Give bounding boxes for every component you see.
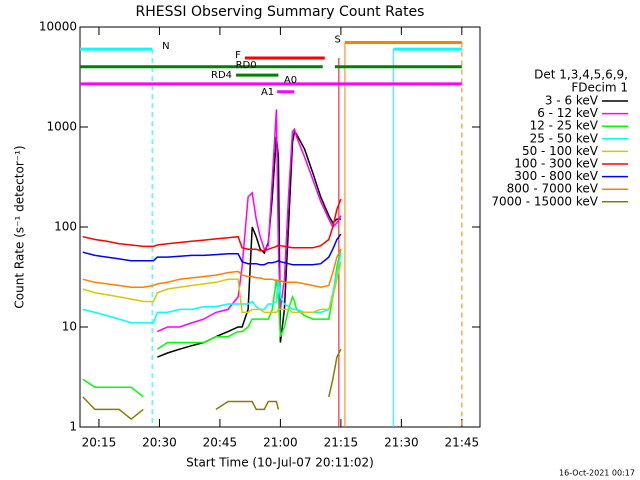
x-tick-label: 21:00	[263, 436, 298, 450]
legend-label: 6 - 12 keV	[537, 106, 599, 120]
series-line	[82, 233, 342, 266]
y-tick-label: 1000	[46, 120, 77, 134]
legend-header: FDecim 1	[571, 81, 628, 95]
legend-label: 800 - 7000 keV	[507, 182, 599, 196]
flag-label: A0	[284, 75, 297, 86]
timestamp: 16-Oct-2021 00:17	[559, 469, 635, 478]
legend-label: 7000 - 15000 keV	[491, 194, 598, 208]
x-axis-label: Start Time (10-Jul-07 20:11:02)	[186, 456, 374, 470]
y-tick-label: 1	[69, 420, 77, 434]
chart-title: RHESSI Observing Summary Count Rates	[136, 4, 425, 20]
flag-label: RD4	[211, 70, 232, 81]
y-tick-label: 100	[54, 220, 77, 234]
y-tick-label: 10000	[39, 20, 77, 34]
series-line	[157, 109, 342, 333]
series-line	[82, 261, 342, 314]
x-tick-label: 20:30	[142, 436, 177, 450]
legend-label: 3 - 6 keV	[545, 94, 599, 108]
legend-label: 300 - 800 keV	[514, 169, 598, 183]
x-tick-label: 21:45	[445, 436, 480, 450]
flag-label: RD0	[236, 60, 257, 71]
series-line	[82, 198, 342, 252]
y-tick-label: 10	[62, 320, 77, 334]
y-axis-label: Count Rate (s⁻¹ detector⁻¹)	[13, 145, 27, 308]
legend-label: 25 - 50 keV	[530, 131, 599, 145]
legend-label: 50 - 100 keV	[522, 144, 599, 158]
series-line	[82, 348, 342, 421]
plot-frame	[79, 26, 481, 428]
series-line	[157, 129, 341, 358]
x-tick-label: 21:30	[384, 436, 419, 450]
legend-label: 100 - 300 keV	[514, 157, 598, 171]
flag-label: N	[162, 41, 169, 52]
series-line	[82, 248, 342, 288]
flag-label: F	[235, 50, 241, 61]
x-tick-label: 21:15	[324, 436, 359, 450]
series-line	[82, 249, 342, 398]
legend-label: 12 - 25 keV	[530, 119, 599, 133]
x-tick-label: 20:45	[203, 436, 238, 450]
x-tick-label: 20:15	[82, 436, 117, 450]
legend-header: Det 1,3,4,5,6,9,	[534, 68, 628, 82]
flag-label: S	[335, 34, 341, 45]
flag-label: A1	[261, 87, 274, 98]
